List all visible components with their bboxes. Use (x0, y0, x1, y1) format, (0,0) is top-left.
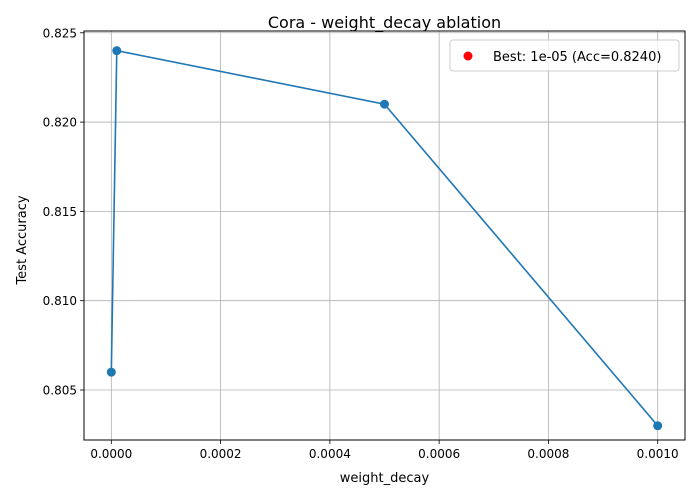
y-tick-label: 0.820 (43, 116, 77, 130)
y-tick-label: 0.825 (43, 26, 77, 40)
series-layer (106, 46, 663, 431)
x-tick-label: 0.0008 (527, 447, 569, 461)
x-tick-label: 0.0000 (90, 447, 132, 461)
data-point (112, 46, 122, 56)
y-axis-ticks: 0.805 0.810 0.815 0.820 0.825 (43, 26, 84, 397)
chart-title: Cora - weight_decay ablation (268, 13, 501, 33)
y-tick-label: 0.805 (43, 383, 77, 397)
legend: Best: 1e-05 (Acc=0.8240) (449, 39, 680, 72)
legend-label: Best: 1e-05 (Acc=0.8240) (493, 50, 661, 65)
data-point (380, 99, 389, 109)
grid (84, 31, 685, 440)
plot-frame (83, 30, 686, 441)
x-tick-label: 0.0010 (637, 447, 679, 461)
x-axis-label: weight_decay (340, 471, 430, 486)
y-tick-label: 0.815 (43, 205, 77, 219)
data-point (106, 367, 116, 377)
x-tick-label: 0.0004 (309, 447, 351, 461)
x-tick-label: 0.0002 (200, 447, 242, 461)
legend-box (449, 39, 680, 72)
series-line (110, 49, 659, 427)
data-point (653, 421, 663, 431)
y-tick-label: 0.810 (43, 294, 77, 308)
x-tick-label: 0.0006 (418, 447, 460, 461)
y-axis-label: Test Accuracy (15, 195, 30, 285)
legend-marker (463, 51, 473, 61)
x-axis-ticks: 0.0000 0.0002 0.0004 0.0006 0.0008 0.0010 (90, 440, 679, 461)
